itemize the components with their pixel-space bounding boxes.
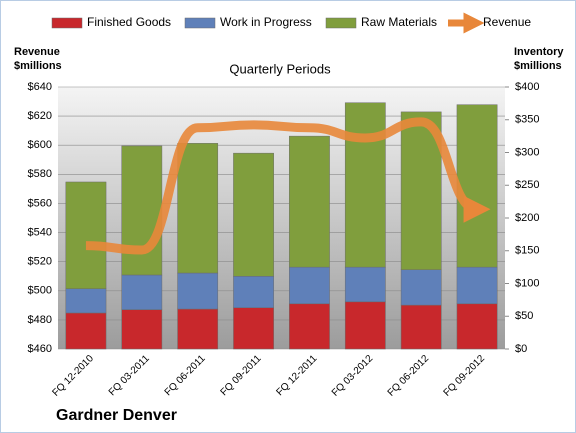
y-tick-label: $640: [28, 81, 52, 93]
y2-tick-label: $350: [515, 114, 539, 126]
bar: [121, 274, 163, 310]
bar: [177, 308, 219, 350]
y-tick-label: $460: [28, 343, 52, 355]
y-tick-label: $480: [28, 314, 52, 326]
bar: [177, 143, 219, 274]
y-tick-label: $540: [28, 226, 52, 238]
bar: [456, 104, 498, 268]
y2-tick-label: $150: [515, 245, 539, 257]
bar: [400, 269, 442, 306]
y2-axis-label: Inventory $millions: [514, 46, 564, 72]
chart-title: Quarterly Periods: [229, 61, 331, 76]
bar: [121, 309, 163, 350]
legend-swatch: [51, 17, 83, 29]
bar: [289, 303, 330, 350]
legend-label: Raw Materials: [361, 15, 437, 29]
bar: [289, 266, 330, 305]
legend-label: Finished Goods: [87, 15, 171, 29]
bar: [344, 102, 386, 268]
bar: [344, 301, 386, 350]
y2-tick-label: $50: [515, 310, 533, 322]
y-tick-label: $620: [28, 110, 52, 122]
bar: [289, 135, 330, 268]
revenue-line: [85, 117, 491, 255]
y2-tick-label: $250: [515, 179, 539, 191]
bar: [121, 145, 163, 276]
bar: [344, 266, 386, 303]
bar: [65, 312, 107, 350]
bar: [233, 307, 274, 350]
legend-label: Revenue: [483, 15, 531, 29]
y2-tick-label: $300: [515, 146, 539, 158]
bar: [400, 304, 442, 350]
bar: [177, 272, 219, 310]
bar: [456, 266, 498, 305]
legend-swatch: [325, 17, 357, 29]
bar: [233, 276, 274, 308]
y-tick-label: $600: [28, 139, 52, 151]
y-tick-label: $500: [28, 285, 52, 297]
y-tick-label: $560: [28, 197, 52, 209]
y2-tick-label: $400: [515, 81, 539, 93]
legend-swatch: [184, 17, 216, 29]
y2-tick-label: $0: [515, 343, 527, 355]
bar: [456, 303, 498, 350]
bar: [65, 288, 107, 314]
y-tick-label: $520: [28, 256, 52, 268]
legend-label: Work in Progress: [220, 15, 312, 29]
bar: [65, 181, 107, 289]
y-axis-label: Revenue $millions: [14, 46, 62, 72]
y-tick-label: $580: [28, 168, 52, 180]
bar: [233, 152, 274, 277]
footer: Gardner Denver: [56, 407, 177, 424]
y2-tick-label: $100: [515, 277, 539, 289]
y2-tick-label: $200: [515, 212, 539, 224]
